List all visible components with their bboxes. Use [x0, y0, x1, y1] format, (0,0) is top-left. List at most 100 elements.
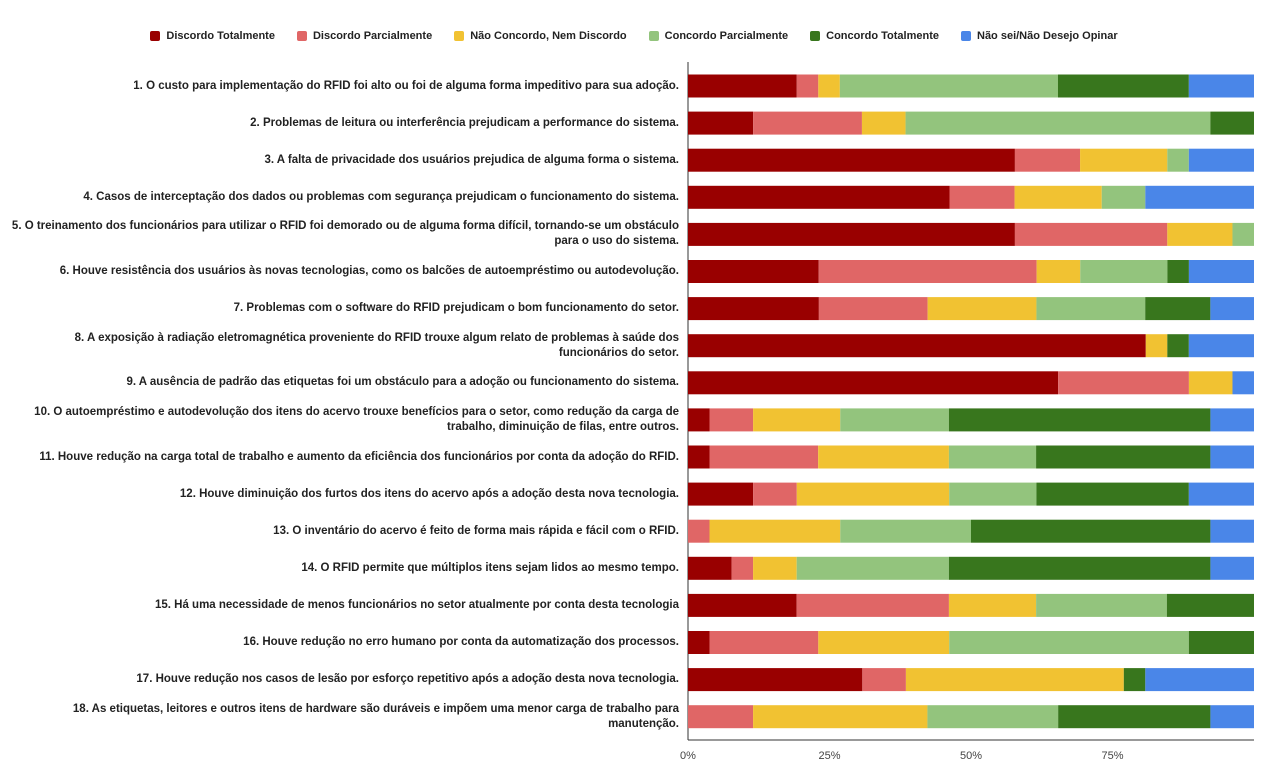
bar-segment	[796, 556, 949, 580]
bar-segment	[1145, 185, 1254, 209]
bar-segment	[753, 111, 862, 135]
legend-label: Concordo Parcialmente	[664, 30, 789, 42]
bar-segment	[688, 371, 1059, 395]
legend-item: Concordo Totalmente	[810, 30, 939, 42]
x-tick-label: 75%	[1101, 750, 1123, 762]
bar-segment	[1188, 260, 1254, 283]
bar-segment	[1101, 185, 1146, 209]
category-label: 6. Houve resistência dos usuários às nov…	[59, 265, 679, 277]
bar-segment	[753, 408, 841, 432]
bar-segment	[796, 593, 949, 617]
bar-segment	[1014, 185, 1102, 209]
bar-segment	[688, 705, 754, 729]
category-label: 16. Houve redução no erro humano por con…	[243, 636, 679, 648]
bar-segment	[948, 556, 1211, 580]
bar-segment	[905, 111, 1211, 135]
category-label: 4. Casos de interceptação dos dados ou p…	[83, 190, 679, 203]
bar-segment	[949, 482, 1037, 506]
category-label: 8. A exposição à radiação eletromagnétic…	[74, 331, 679, 359]
bar-segment	[1210, 445, 1254, 469]
bar-segment	[688, 668, 863, 692]
bar-segment	[753, 705, 928, 729]
bar-segment	[840, 519, 971, 543]
legend-label: Concordo Totalmente	[826, 30, 939, 42]
bar-segment	[1058, 371, 1189, 395]
bar-segment	[1188, 371, 1233, 395]
category-label: 11. Houve redução na carga total de trab…	[39, 450, 679, 463]
legend-label: Não Concordo, Nem Discordo	[470, 30, 627, 42]
x-tick-label: 0%	[680, 750, 696, 762]
bar-segment	[688, 482, 754, 506]
bar-segment	[1232, 371, 1254, 395]
bar-segment	[818, 297, 928, 321]
category-label: 15. Há uma necessidade de menos funcioná…	[154, 598, 679, 611]
category-label: 14. O RFID permite que múltiplos itens s…	[301, 561, 679, 574]
bar-segment	[1188, 74, 1254, 98]
legend-item: Discordo Parcialmente	[296, 30, 432, 42]
legend-item: Não sei/Não Desejo Opinar	[961, 30, 1118, 42]
bar-segment	[688, 593, 797, 617]
category-label: 3. A falta de privacidade dos usuários p…	[264, 153, 679, 166]
bar-segment	[1123, 668, 1146, 692]
bar-segment	[709, 408, 754, 432]
category-label: 1. O custo para implementação do RFID fo…	[133, 79, 679, 92]
bar-segment	[1036, 297, 1146, 321]
bar-segment	[796, 74, 819, 98]
bar-segment	[1166, 593, 1254, 617]
legend-swatch	[454, 31, 465, 41]
bar-segment	[971, 519, 1211, 543]
bar-segment	[1036, 593, 1167, 617]
bar-segment	[1188, 631, 1254, 654]
bar-segment	[688, 222, 1015, 246]
legend-item: Não Concordo, Nem Discordo	[454, 30, 627, 42]
bar-segment	[927, 297, 1037, 321]
category-label: 5. O treinamento dos funcionários para u…	[11, 220, 679, 248]
bar-segment	[1014, 148, 1081, 172]
bar-segment	[949, 631, 1189, 654]
category-label: 13. O inventário do acervo é feito de fo…	[273, 524, 679, 537]
x-tick-label: 50%	[960, 750, 982, 762]
bar-segment	[688, 148, 1015, 172]
bar-segment	[709, 519, 841, 543]
category-label: 2. Problemas de leitura ou interferência…	[250, 116, 679, 129]
bar-segment	[949, 185, 1015, 209]
legend-label: Não sei/Não Desejo Opinar	[977, 30, 1118, 42]
bar-segment	[927, 705, 1059, 729]
bar-segment	[862, 668, 906, 692]
bar-segment	[1057, 74, 1189, 98]
bar-segment	[1080, 148, 1168, 172]
bar-segment	[688, 260, 819, 283]
bar-segment	[948, 408, 1211, 432]
bar-segment	[1014, 222, 1168, 246]
bar-segment	[1188, 482, 1254, 506]
bar-segment	[1210, 408, 1254, 432]
bar-segment	[948, 445, 1037, 469]
legend-swatch	[648, 31, 659, 41]
bar-segment	[1210, 111, 1254, 135]
bar-segment	[688, 631, 710, 654]
bar-segment	[1036, 482, 1189, 506]
bar-segment	[753, 482, 797, 506]
category-label: 9. A ausência de padrão das etiquetas fo…	[126, 376, 679, 389]
legend-swatch	[961, 31, 971, 41]
bar-segment	[861, 111, 906, 135]
bar-segment	[1167, 148, 1189, 172]
bar-segment	[1232, 222, 1254, 246]
bar-segment	[688, 408, 710, 432]
bar-segment	[839, 74, 1058, 98]
bar-segment	[840, 408, 949, 432]
legend-label: Discordo Totalmente	[166, 30, 275, 42]
bar-segment	[948, 593, 1037, 617]
bar-segment	[796, 482, 950, 506]
bar-segment	[1210, 705, 1254, 729]
category-label: 12. Houve diminuição dos furtos dos iten…	[179, 487, 679, 500]
bar-segment	[753, 556, 797, 580]
bar-segment	[688, 74, 797, 98]
bar-segment	[1210, 519, 1254, 543]
bar-segment	[1145, 668, 1254, 692]
bar-segment	[709, 445, 819, 469]
bar-segment	[1145, 334, 1168, 358]
bar-segment	[1167, 334, 1189, 358]
bar-segment	[905, 668, 1124, 692]
